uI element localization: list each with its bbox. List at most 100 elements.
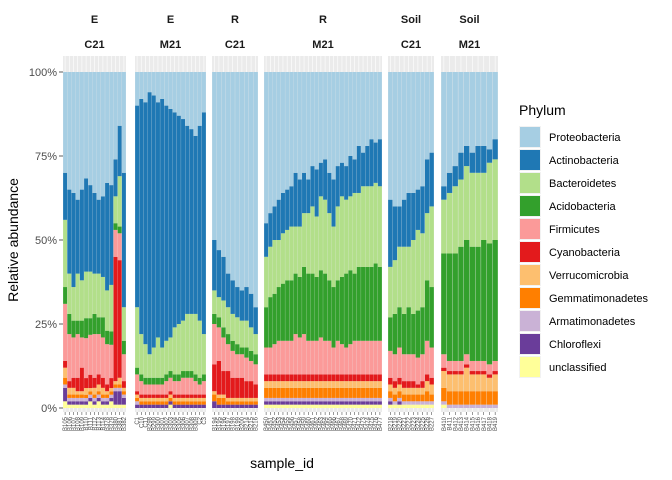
bar-segment-bacteroidetes (272, 240, 277, 294)
bar-segment-actinobacteria (212, 240, 217, 291)
bar-segment-verrucomicrobia (365, 381, 370, 388)
bar-segment-verrucomicrobia (216, 394, 222, 398)
bar-segment-actinobacteria (486, 149, 493, 163)
bar-segment-acidobacteria (160, 377, 165, 385)
bar-segment-cyanobacteria (113, 256, 118, 382)
bar-segment-firmicutes (348, 344, 353, 375)
bar-segment-acidobacteria (335, 280, 340, 341)
bar-segment-proteobacteria (84, 72, 89, 179)
x-tick-label: B194 (212, 416, 218, 431)
bar-segment-armatimonadetes (96, 394, 101, 398)
bar-segment-bacteroidetes (486, 162, 493, 244)
bar-segment-armatimonadetes (272, 397, 277, 402)
bar-segment-gemmatimonadetes (268, 387, 273, 398)
bar-segment-acidobacteria (411, 313, 416, 355)
legend-title: Phylum (519, 102, 566, 118)
bar-segment-proteobacteria (67, 72, 72, 190)
bar-segment-unclassified (285, 404, 290, 408)
bar-segment-firmicutes (147, 384, 152, 395)
bar-segment-proteobacteria (88, 72, 93, 186)
bar-segment-proteobacteria (429, 72, 434, 153)
bar-segment-actinobacteria (481, 145, 487, 173)
bar-segment-bacteroidetes (121, 307, 126, 341)
x-tick-label: B467 (336, 416, 342, 431)
bar-segment-bacteroidetes (113, 196, 118, 224)
bar-segment-bacteroidetes (327, 213, 332, 281)
bar-segment-acidobacteria (139, 374, 144, 382)
x-tick-label: B411 (448, 416, 454, 430)
bar-segment-actinobacteria (117, 125, 122, 177)
bar-segment-bacteroidetes (411, 240, 416, 314)
bar-segment-unclassified (71, 404, 76, 408)
bar-segment-chloroflexi (397, 401, 402, 405)
bar-segment-acidobacteria (388, 317, 393, 351)
bar-segment-armatimonadetes (92, 397, 97, 402)
bar-segment-proteobacteria (373, 72, 378, 143)
bar-segment-bacteroidetes (335, 206, 340, 281)
bar-segment-bacteroidetes (397, 246, 402, 308)
bar-segment-gemmatimonadetes (424, 391, 430, 402)
bar-segment-bacteroidetes (352, 192, 357, 274)
bar-segment-unclassified (388, 404, 393, 408)
bar-segment-unclassified (429, 404, 434, 408)
bar-segment-firmicutes (71, 337, 76, 378)
bar-segment-verrucomicrobia (392, 387, 398, 395)
bar-segment-acidobacteria (369, 266, 374, 341)
bar-segment-proteobacteria (164, 72, 169, 106)
bar-segment-armatimonadetes (388, 397, 393, 402)
bar-segment-bacteroidetes (415, 229, 421, 311)
bar-segment-gemmatimonadetes (310, 387, 315, 398)
x-tick-label: B455 (285, 416, 291, 431)
bar-segment-gemmatimonadetes (293, 387, 298, 398)
y-axis: 0% 25% 50% 75% 100% (29, 67, 63, 415)
bar-segment-chloroflexi (67, 401, 72, 405)
bar-segment-armatimonadetes (293, 397, 298, 402)
bar-segment-verrucomicrobia (463, 367, 470, 392)
bar-segment-gemmatimonadetes (327, 387, 332, 398)
legend-swatch (520, 265, 540, 285)
bar-segment-firmicutes (63, 303, 68, 361)
bar-segment-chloroflexi (264, 401, 269, 405)
bar-segment-verrucomicrobia (67, 387, 72, 395)
bar-segment-unclassified (121, 404, 126, 408)
bar-segment-firmicutes (415, 357, 421, 385)
bar-segment-gemmatimonadetes (225, 401, 231, 405)
bar-segment-verrucomicrobia (212, 391, 217, 395)
bar-segment-bacteroidetes (230, 313, 235, 341)
bar-segment-acidobacteria (424, 280, 430, 341)
bar-segment-actinobacteria (176, 115, 181, 325)
x-tick-label: B477 (378, 416, 384, 431)
bar-segment-armatimonadetes (268, 397, 273, 402)
bar-segment-cyanobacteria (88, 374, 93, 389)
bar-segment-verrucomicrobia (100, 387, 105, 395)
bar-segment-actinobacteria (235, 287, 240, 318)
bar-segment-unclassified (392, 404, 398, 408)
bar-segment-unclassified (272, 404, 277, 408)
bar-segment-actinobacteria (335, 166, 340, 207)
bar-segment-unclassified (289, 404, 294, 408)
bar-segment-proteobacteria (239, 72, 245, 291)
legend-item: Armatimonadetes (519, 310, 636, 332)
bar-segment-unclassified (168, 404, 173, 408)
bar-segment-bacteroidetes (181, 320, 186, 372)
bar-segment-bacteroidetes (63, 219, 68, 288)
bar-segment-armatimonadetes (264, 397, 269, 402)
bar-segment-actinobacteria (244, 287, 249, 321)
bar-segment-actinobacteria (96, 199, 101, 274)
bar-segment-acidobacteria (109, 331, 114, 345)
bar-segment-firmicutes (225, 344, 231, 372)
bar-segment-bacteroidetes (302, 213, 307, 267)
bar-segment-armatimonadetes (377, 397, 382, 402)
legend-swatch (520, 311, 540, 331)
bar-segment-bacteroidetes (239, 320, 245, 348)
bar-segment-cyanobacteria (105, 384, 110, 392)
x-tick-label: B468 (340, 416, 346, 431)
bar-segment-gemmatimonadetes (216, 397, 222, 405)
x-tick-label: B452 (273, 416, 279, 431)
bar-segment-proteobacteria (339, 72, 344, 163)
x-tick-label: B474 (365, 416, 371, 431)
bar-segment-proteobacteria (172, 72, 177, 113)
y-tick-label: 100% (29, 67, 57, 79)
facet-strip-label-bottom: C21 (84, 39, 104, 51)
bar-segment-proteobacteria (235, 72, 240, 288)
